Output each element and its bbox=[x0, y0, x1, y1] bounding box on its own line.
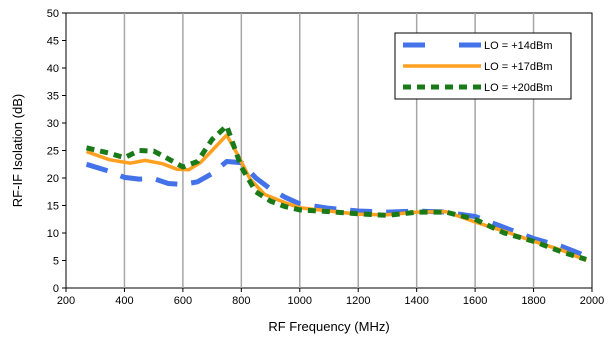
y-tick-label: 10 bbox=[47, 228, 59, 240]
legend: LO = +14dBm LO = +17dBm LO = +20dBm bbox=[394, 32, 572, 100]
series-lines bbox=[85, 123, 588, 263]
x-tick-label: 1200 bbox=[346, 295, 370, 307]
x-tick-label: 1000 bbox=[288, 295, 312, 307]
legend-label-2: LO = +17dBm bbox=[484, 61, 553, 73]
y-tick-label: 50 bbox=[47, 8, 59, 20]
x-axis-title: RF Frequency (MHz) bbox=[268, 319, 389, 334]
y-tick-label: 25 bbox=[47, 146, 59, 158]
x-tick-label: 600 bbox=[174, 295, 192, 307]
x-tick-label: 2000 bbox=[580, 295, 604, 307]
x-tick-label: 1800 bbox=[521, 295, 545, 307]
x-tick-label: 400 bbox=[115, 295, 133, 307]
series-line-3 bbox=[85, 123, 587, 262]
y-tick-label: 0 bbox=[53, 283, 59, 295]
y-tick-label: 45 bbox=[47, 36, 59, 48]
legend-label-1: LO = +14dBm bbox=[484, 40, 553, 52]
x-tick-label: 1600 bbox=[463, 295, 487, 307]
x-axis-ticks: 200 400 600 800 1000 1200 1400 1600 1800 2000 bbox=[57, 288, 604, 307]
x-tick-label: 800 bbox=[232, 295, 250, 307]
y-tick-label: 15 bbox=[47, 201, 59, 213]
x-tick-label: 1400 bbox=[404, 295, 428, 307]
y-tick-label: 20 bbox=[47, 173, 59, 185]
legend-label-3: LO = +20dBm bbox=[484, 82, 553, 94]
y-tick-label: 35 bbox=[47, 91, 59, 103]
y-axis-ticks: 0 5 10 15 20 25 30 35 40 45 50 bbox=[47, 8, 66, 295]
series-line-2 bbox=[85, 133, 587, 263]
plot-area: 200 400 600 800 1000 1200 1400 1600 1800 2000 0 5 1… bbox=[47, 8, 604, 307]
y-tick-label: 40 bbox=[47, 63, 59, 75]
y-tick-label: 30 bbox=[47, 118, 59, 130]
y-tick-label: 5 bbox=[53, 256, 59, 268]
series-line-1 bbox=[85, 159, 588, 259]
y-axis-title: RF-IF Isolation (dB) bbox=[10, 94, 25, 207]
x-tick-label: 200 bbox=[57, 295, 75, 307]
